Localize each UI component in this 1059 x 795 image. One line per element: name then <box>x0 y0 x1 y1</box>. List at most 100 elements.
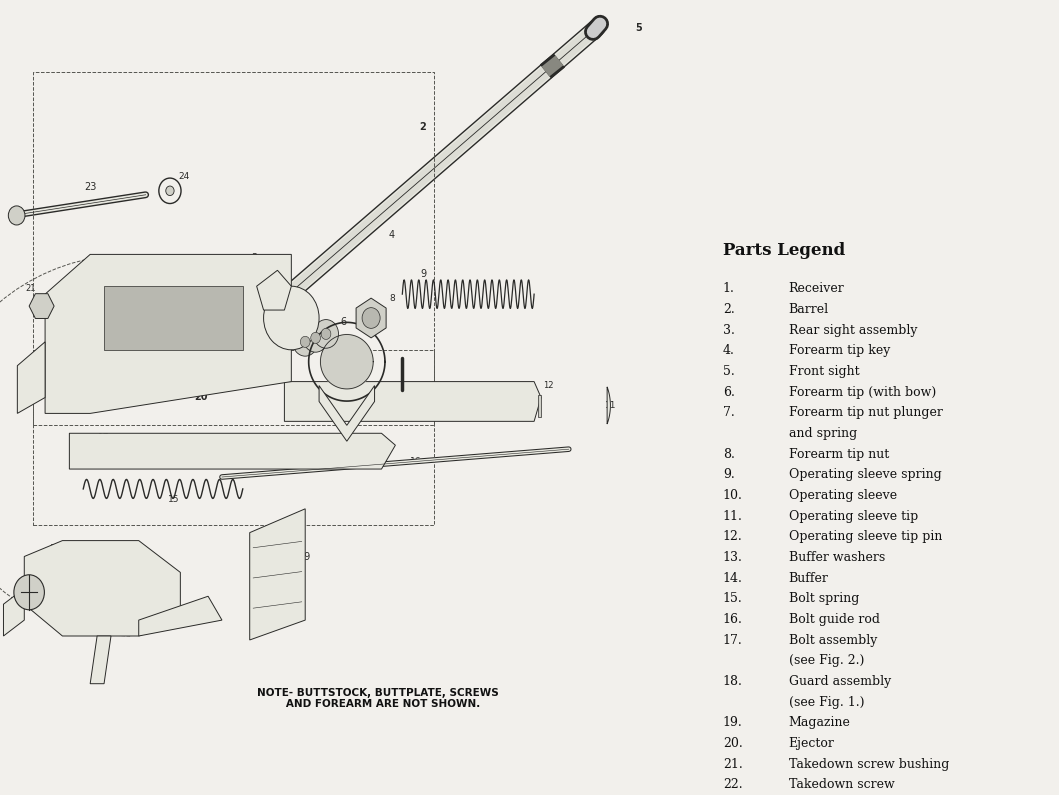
Text: 17.: 17. <box>723 634 742 646</box>
Circle shape <box>8 206 25 225</box>
Text: 2.: 2. <box>723 303 735 316</box>
Polygon shape <box>24 541 180 636</box>
Text: 1.: 1. <box>723 282 735 295</box>
Polygon shape <box>46 254 291 413</box>
Text: 18.: 18. <box>723 675 742 688</box>
Text: 19.: 19. <box>723 716 742 729</box>
Text: 8.: 8. <box>723 448 735 460</box>
Text: 6: 6 <box>340 317 346 327</box>
Text: 3.: 3. <box>723 324 735 336</box>
Polygon shape <box>139 596 222 636</box>
Text: 20: 20 <box>195 393 208 402</box>
Text: Operating sleeve tip pin: Operating sleeve tip pin <box>789 530 943 543</box>
Circle shape <box>14 575 44 610</box>
Polygon shape <box>3 588 24 636</box>
Text: 21.: 21. <box>723 758 742 770</box>
Text: 14.: 14. <box>723 572 742 584</box>
Text: Front sight: Front sight <box>789 365 859 378</box>
Polygon shape <box>356 298 387 338</box>
Text: Forearm tip nut plunger: Forearm tip nut plunger <box>789 406 943 419</box>
Text: 7: 7 <box>409 386 414 396</box>
Text: Bolt spring: Bolt spring <box>789 592 859 605</box>
Text: 7.: 7. <box>723 406 735 419</box>
Text: Operating sleeve: Operating sleeve <box>789 489 897 502</box>
Text: 12: 12 <box>542 381 553 390</box>
Text: 12.: 12. <box>723 530 742 543</box>
Text: NOTE- BUTTSTOCK, BUTTPLATE, SCREWS
   AND FOREARM ARE NOT SHOWN.: NOTE- BUTTSTOCK, BUTTPLATE, SCREWS AND F… <box>257 688 499 709</box>
Text: 17: 17 <box>98 432 110 442</box>
Text: (see Fig. 1.): (see Fig. 1.) <box>789 696 864 708</box>
Circle shape <box>292 328 318 356</box>
Circle shape <box>313 320 339 348</box>
Text: Rear sight assembly: Rear sight assembly <box>789 324 917 336</box>
Text: 16.: 16. <box>723 613 742 626</box>
Text: 13.: 13. <box>723 551 742 564</box>
Text: Buffer: Buffer <box>789 572 828 584</box>
Text: Bolt assembly: Bolt assembly <box>789 634 877 646</box>
Circle shape <box>362 308 380 328</box>
Polygon shape <box>250 509 305 640</box>
Text: 2: 2 <box>419 122 427 132</box>
Text: Takedown screw bushing: Takedown screw bushing <box>789 758 949 770</box>
Text: 19: 19 <box>299 552 311 561</box>
Text: Receiver: Receiver <box>789 282 844 295</box>
Text: Takedown screw: Takedown screw <box>789 778 895 791</box>
Text: 22: 22 <box>12 611 23 621</box>
Polygon shape <box>607 387 610 424</box>
Text: Forearm tip key: Forearm tip key <box>789 344 890 357</box>
Text: and spring: and spring <box>789 427 857 440</box>
Circle shape <box>264 286 319 350</box>
Polygon shape <box>285 382 541 421</box>
Text: 13: 13 <box>297 317 307 327</box>
Text: 1: 1 <box>163 297 169 307</box>
Text: 23: 23 <box>84 182 96 192</box>
Polygon shape <box>321 335 373 389</box>
Text: Bolt guide rod: Bolt guide rod <box>789 613 880 626</box>
Polygon shape <box>90 636 111 684</box>
Text: Magazine: Magazine <box>789 716 850 729</box>
Text: 4: 4 <box>389 230 395 239</box>
Text: Buffer washers: Buffer washers <box>789 551 885 564</box>
Circle shape <box>310 332 321 343</box>
Polygon shape <box>70 433 395 469</box>
Polygon shape <box>319 386 375 441</box>
Text: 5: 5 <box>634 23 642 33</box>
Text: 9: 9 <box>420 270 426 279</box>
Circle shape <box>301 336 310 347</box>
Text: (see Fig. 2.): (see Fig. 2.) <box>789 654 864 667</box>
Circle shape <box>166 186 174 196</box>
Text: 18: 18 <box>50 544 61 553</box>
Text: 22.: 22. <box>723 778 742 791</box>
Circle shape <box>321 328 330 339</box>
Text: 11: 11 <box>605 401 616 410</box>
Text: 11.: 11. <box>723 510 742 522</box>
Text: Ejector: Ejector <box>789 737 834 750</box>
Text: Guard assembly: Guard assembly <box>789 675 891 688</box>
Text: 5.: 5. <box>723 365 735 378</box>
Text: 16: 16 <box>411 456 421 466</box>
Text: 6.: 6. <box>723 386 735 398</box>
Text: Forearm tip (with bow): Forearm tip (with bow) <box>789 386 936 398</box>
Text: 10.: 10. <box>723 489 742 502</box>
Text: Parts Legend: Parts Legend <box>723 242 845 259</box>
Text: Barrel: Barrel <box>789 303 829 316</box>
Text: 15: 15 <box>167 494 179 504</box>
Text: 15.: 15. <box>723 592 742 605</box>
Text: 10: 10 <box>403 389 415 398</box>
Polygon shape <box>17 342 46 413</box>
Text: Forearm tip nut: Forearm tip nut <box>789 448 889 460</box>
Text: Operating sleeve spring: Operating sleeve spring <box>789 468 941 481</box>
Polygon shape <box>104 286 243 350</box>
Text: 4.: 4. <box>723 344 735 357</box>
Circle shape <box>303 324 328 352</box>
Polygon shape <box>256 270 291 310</box>
Text: 21: 21 <box>25 284 36 293</box>
Text: 24: 24 <box>178 172 190 181</box>
Text: 3: 3 <box>251 254 257 263</box>
Polygon shape <box>30 293 54 319</box>
Text: Operating sleeve tip: Operating sleeve tip <box>789 510 918 522</box>
Bar <box>538 395 541 417</box>
Text: 20.: 20. <box>723 737 742 750</box>
Text: 14: 14 <box>327 349 338 359</box>
Text: 8: 8 <box>389 293 395 303</box>
